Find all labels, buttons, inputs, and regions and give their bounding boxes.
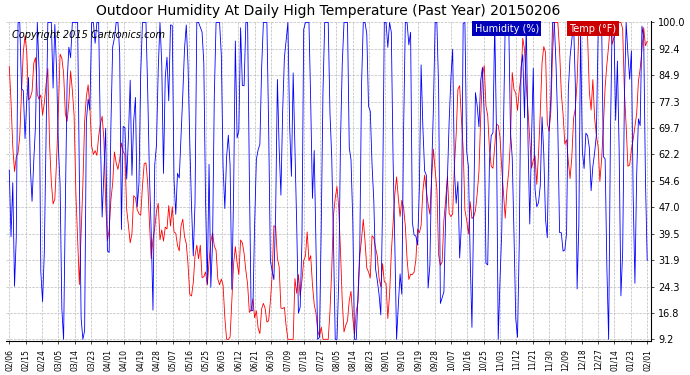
Title: Outdoor Humidity At Daily High Temperature (Past Year) 20150206: Outdoor Humidity At Daily High Temperatu… <box>96 4 560 18</box>
Text: Copyright 2015 Cartronics.com: Copyright 2015 Cartronics.com <box>12 30 165 40</box>
Text: Humidity (%): Humidity (%) <box>475 24 539 34</box>
Text: Temp (°F): Temp (°F) <box>569 24 617 34</box>
